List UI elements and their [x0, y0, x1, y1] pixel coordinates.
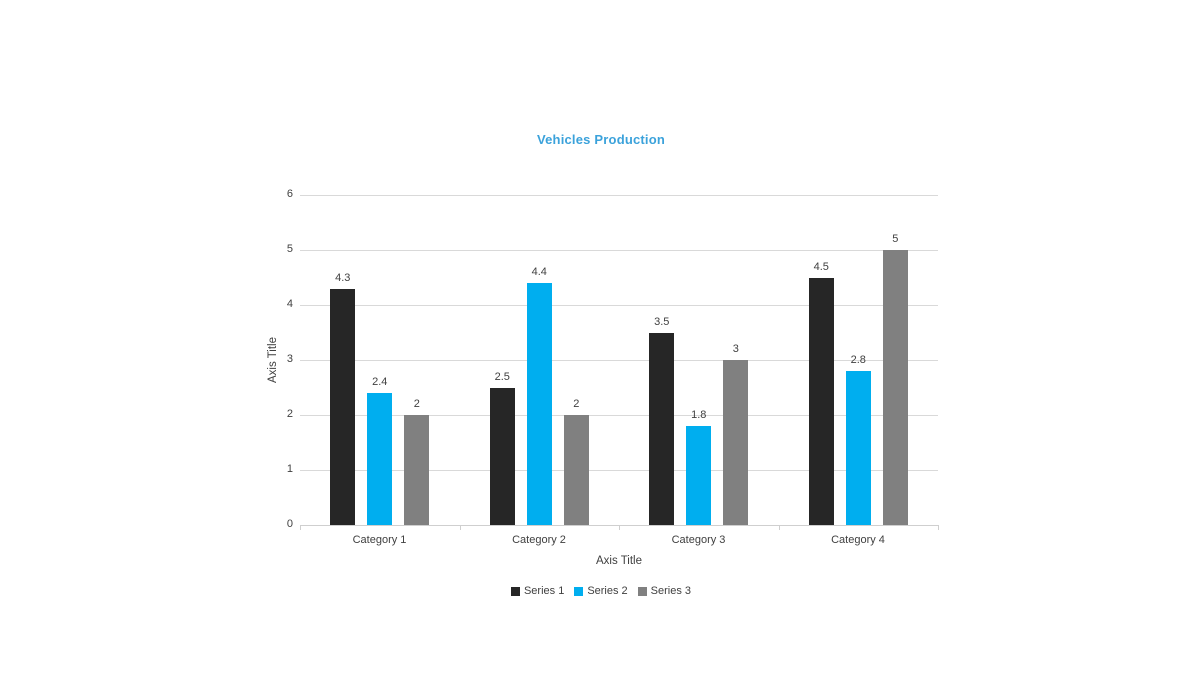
legend-item-series2: Series 2 [574, 585, 628, 597]
bar-series2-cat4 [845, 371, 871, 525]
y-tick-label: 3 [286, 353, 293, 365]
bar-series3-cat2 [563, 415, 589, 525]
bar-series1-cat1 [330, 288, 356, 525]
legend-item-series3: Series 3 [637, 585, 692, 597]
x-axis-tick [938, 525, 939, 530]
y-tick-label: 1 [286, 463, 293, 475]
gridline [300, 305, 938, 306]
y-tick-label: 2 [286, 408, 293, 420]
data-label: 5 [892, 233, 899, 245]
y-tick-label: 0 [286, 518, 293, 530]
data-label: 4.3 [335, 271, 351, 284]
data-label: 3 [732, 343, 739, 355]
chart-title: Vehicles Production [536, 132, 666, 147]
data-label: 2.5 [494, 370, 510, 383]
category-label: Category 2 [512, 534, 566, 546]
legend-swatch-icon [510, 586, 520, 596]
bar-series2-cat2 [526, 283, 552, 525]
category-label: Category 1 [352, 534, 407, 546]
data-label: 2.4 [372, 376, 388, 388]
bar-series1-cat3 [649, 332, 675, 525]
bar-series2-cat1 [367, 393, 393, 525]
data-label: 4.4 [531, 266, 547, 278]
data-label: 2 [573, 398, 580, 410]
gridline [300, 415, 938, 416]
legend-swatch-icon [574, 586, 584, 596]
data-label: 1.8 [691, 409, 707, 421]
data-label: 3.5 [654, 315, 670, 328]
gridline [300, 360, 938, 361]
x-axis-title: Axis Title [595, 555, 642, 567]
bar-series2-cat3 [686, 426, 712, 525]
x-axis-tick [300, 525, 301, 530]
bar-series1-cat4 [808, 277, 834, 525]
bar-series3-cat3 [723, 360, 749, 525]
gridline [300, 250, 938, 251]
legend-label: Series 2 [587, 585, 628, 597]
gridline [300, 195, 938, 196]
x-axis-tick [459, 525, 461, 530]
bar-series3-cat4 [882, 250, 908, 525]
category-label: Category 3 [671, 534, 726, 546]
data-label: 4.5 [813, 260, 829, 273]
legend: Series 1 Series 2 Series 3 [240, 585, 962, 597]
legend-item-series1: Series 1 [510, 585, 565, 597]
legend-label: Series 1 [523, 585, 565, 597]
bar-series1-cat2 [489, 387, 515, 525]
legend-label: Series 3 [650, 585, 692, 597]
category-label: Category 4 [831, 534, 885, 546]
gridline [300, 470, 938, 471]
y-tick-label: 5 [286, 243, 293, 255]
y-tick-label: 4 [286, 298, 293, 310]
legend-swatch-icon [637, 586, 647, 596]
y-tick-label: 6 [286, 188, 293, 200]
bar-series3-cat1 [404, 415, 430, 525]
x-axis-tick [619, 525, 620, 530]
data-label: 2.8 [850, 354, 866, 366]
data-label: 2 [413, 398, 420, 410]
x-axis-tick [778, 525, 780, 530]
plot-area: 4.3 2.4 2 2.5 4.4 2 3.5 1.8 3 4.5 2.8 5 [300, 195, 939, 530]
